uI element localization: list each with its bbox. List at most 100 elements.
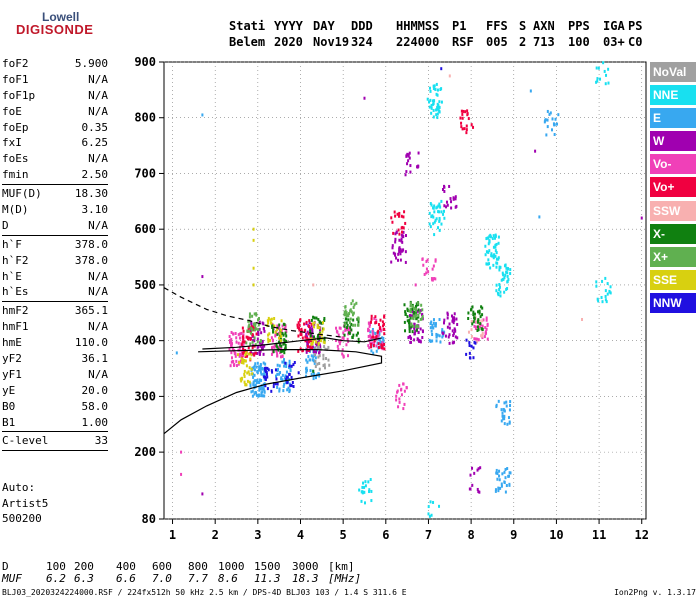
echo-w-point [469, 473, 472, 477]
echo-e-point [257, 368, 260, 372]
echo-e-point [434, 324, 437, 328]
echo-x-point [281, 332, 284, 336]
param-row-hmf1: hmF1 N/A [2, 319, 108, 335]
echo-nnw-point [285, 378, 288, 382]
echo-vo-point [246, 354, 249, 358]
echo-vo-point [229, 340, 232, 344]
echo-vo-point [299, 319, 302, 323]
x-tick-label: 1 [169, 528, 176, 542]
echo-vo-point [403, 402, 406, 406]
echo-vo-point [341, 352, 344, 356]
echo-w-point [260, 331, 263, 335]
param-value: 6.25 [81, 136, 109, 150]
echo-x-point [354, 323, 357, 327]
echo-x-point [481, 313, 484, 317]
echo-nne-point [426, 97, 429, 101]
echo-e-point [502, 407, 505, 411]
echo-x-point [481, 328, 484, 332]
echo-w-point [451, 316, 454, 320]
echo-w-point [477, 490, 480, 494]
echo-vo-point [281, 324, 284, 328]
echo-e-point [282, 384, 285, 388]
echo-w-point [417, 338, 420, 342]
echo-noval-point [325, 357, 328, 361]
echo-e-point [305, 370, 308, 374]
echo-x-point [476, 325, 479, 329]
echo-vo-point [335, 329, 338, 333]
echo-e-point [263, 373, 266, 377]
echo-nne-point [495, 265, 498, 269]
echo-nne-point [498, 268, 501, 272]
echo-w-point [405, 154, 408, 158]
echo-w-point [478, 490, 481, 494]
param-separator [2, 450, 108, 452]
param-label: h`Es [2, 285, 29, 299]
echo-nne-point [427, 512, 430, 516]
echo-vo-point [391, 220, 394, 224]
echo-x-point [481, 306, 484, 310]
echo-x-point [248, 312, 251, 316]
echo-e-point [494, 489, 497, 493]
echo-x-point [352, 305, 355, 309]
echo-nne-point [430, 103, 433, 107]
echo-nne-point [505, 270, 508, 274]
echo-w-point [311, 329, 314, 333]
echo-e-point [258, 365, 261, 369]
echo-w-point [400, 237, 403, 241]
echo-w-point [256, 337, 259, 341]
echo-e-point [557, 113, 560, 117]
echo-nne-point [494, 243, 497, 247]
header-row1-col-1: YYYY [274, 19, 303, 33]
param-value: N/A [88, 367, 108, 381]
echo-e-point [543, 120, 546, 124]
echo-nne-point [604, 82, 607, 86]
echo-nne-point [504, 263, 507, 267]
echo-vo-point [305, 320, 308, 324]
echo-vo-point [368, 346, 371, 350]
echo-w-point [454, 197, 457, 201]
echo-e-point [312, 355, 315, 359]
echo-vo-point [395, 394, 398, 398]
header-row1-col-6: FFS [486, 19, 508, 33]
echo-e-point [252, 375, 255, 379]
echo-vo-point [276, 352, 279, 356]
echo-x-point [412, 317, 415, 321]
echo-vo-point [231, 347, 234, 351]
echo-vo-point [242, 346, 245, 350]
echo-e-point [505, 404, 508, 408]
echo-nne-point [427, 505, 430, 509]
echo-e-point [503, 409, 506, 413]
echo-w-point [409, 340, 412, 344]
footer-value: 6.2 [46, 572, 66, 585]
echo-e-point [508, 421, 511, 425]
ionogram-parameters: foF2 5.900 foF1 N/A foF1p N/A foE N/A foEp 0.35 fx… [2, 56, 108, 452]
echo-e-point [501, 411, 504, 415]
echo-e-point [370, 349, 373, 353]
echo-x-point [355, 301, 358, 305]
echo-vo-point [397, 405, 400, 409]
polarization-legend: NoVal NNE E W Vo- Vo+ SSW X- X+ SSE NNW [650, 62, 696, 316]
echo-nnw-point [292, 363, 295, 367]
y-tick-label: 600 [134, 222, 156, 236]
echo-x-point [255, 313, 258, 317]
echo-nne-point [433, 210, 436, 214]
echo-e-point [253, 379, 256, 383]
echo-w-point [305, 332, 308, 336]
echo-vo-point [403, 210, 406, 214]
echo-noval-point [328, 363, 331, 367]
echo-w-point [476, 468, 479, 472]
echo-w-point [390, 260, 393, 264]
echo-nnw-point [292, 385, 295, 389]
echo-e-point [312, 377, 315, 381]
echo-vo-point [248, 336, 251, 340]
echo-nne-point [428, 514, 431, 518]
param-value: 58.0 [81, 399, 109, 413]
echo-e-point [432, 321, 435, 325]
echo-sse-point [245, 351, 248, 355]
echo-w-point [421, 313, 424, 317]
echo-w-point [444, 334, 447, 338]
echo-vo-point [235, 364, 238, 368]
echo-x-point [352, 333, 355, 337]
echo-w-point [261, 342, 264, 346]
echo-vo-point [237, 341, 240, 345]
